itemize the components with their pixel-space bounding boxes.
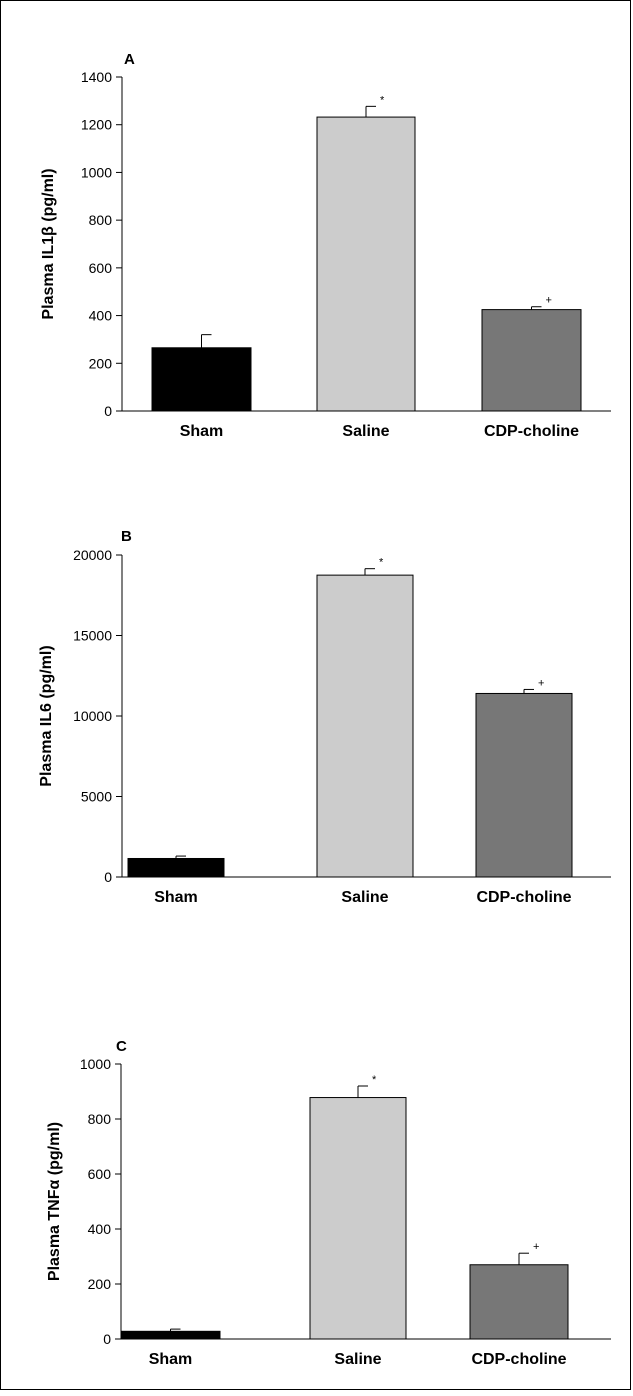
y-tick-label: 200 <box>88 1276 112 1292</box>
bar-cdp-choline <box>481 309 582 412</box>
y-tick-label: 1000 <box>80 1056 111 1072</box>
y-axis-label: Plasma IL6 (pg/ml) <box>38 645 55 786</box>
bar-sham <box>120 1330 221 1340</box>
significance-marker: * <box>372 1074 377 1086</box>
y-tick-label: 600 <box>89 260 113 276</box>
bar-cdp-choline <box>469 1264 569 1340</box>
y-tick-label: 200 <box>89 355 113 371</box>
y-tick-label: 15000 <box>73 628 112 644</box>
y-tick-label: 0 <box>104 403 112 419</box>
y-tick-label: 0 <box>104 869 112 885</box>
y-axis-label: Plasma TNFα (pg/ml) <box>46 1122 63 1281</box>
significance-marker: + <box>546 295 552 307</box>
x-category-label: Saline <box>342 423 389 440</box>
y-tick-label: 400 <box>88 1221 112 1237</box>
x-category-label: Saline <box>334 1351 381 1368</box>
x-category-label: Sham <box>154 889 198 906</box>
y-tick-label: 20000 <box>73 547 112 563</box>
panel-letter: B <box>121 528 132 545</box>
y-tick-label: 400 <box>89 308 113 324</box>
x-category-label: Sham <box>180 423 224 440</box>
bar-saline <box>309 1097 407 1340</box>
bar-saline <box>316 574 414 878</box>
x-category-label: CDP-choline <box>471 1351 566 1368</box>
significance-marker: + <box>538 677 544 689</box>
y-tick-label: 600 <box>88 1166 112 1182</box>
y-tick-label: 5000 <box>81 789 112 805</box>
y-tick-label: 1400 <box>81 69 112 85</box>
bar-sham <box>151 347 252 412</box>
x-category-label: Saline <box>341 889 388 906</box>
x-category-label: CDP-choline <box>476 889 571 906</box>
panel-letter: C <box>116 1038 127 1055</box>
y-tick-label: 800 <box>89 212 113 228</box>
y-tick-label: 10000 <box>73 708 112 724</box>
significance-marker: * <box>380 94 385 106</box>
y-tick-label: 800 <box>88 1111 112 1127</box>
panel-letter: A <box>124 51 135 68</box>
significance-marker: * <box>379 557 384 569</box>
bar-saline <box>316 116 416 412</box>
y-tick-label: 1000 <box>81 164 112 180</box>
bar-cdp-choline <box>475 692 573 878</box>
x-category-label: Sham <box>149 1351 193 1368</box>
y-tick-label: 0 <box>103 1331 111 1347</box>
bar-sham <box>127 857 225 878</box>
y-axis-label: Plasma IL1β (pg/ml) <box>40 168 57 319</box>
y-tick-label: 1200 <box>81 117 112 133</box>
significance-marker: + <box>533 1241 539 1253</box>
x-category-label: CDP-choline <box>484 423 579 440</box>
